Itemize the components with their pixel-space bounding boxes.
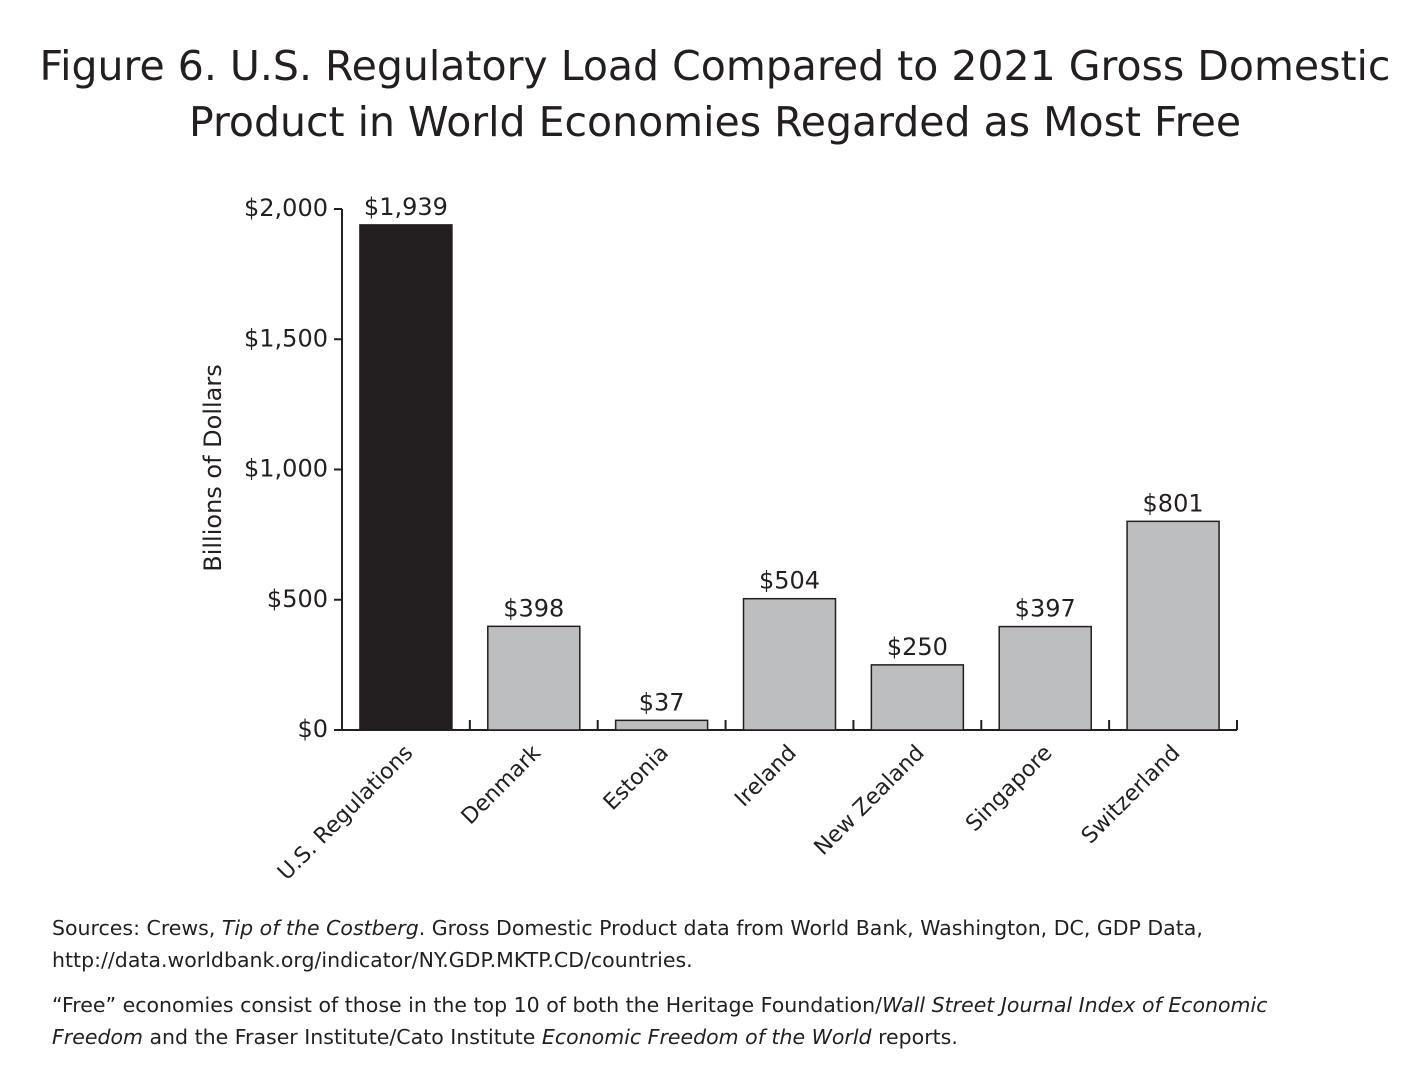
y-tick-label: $0 xyxy=(297,715,328,743)
y-tick-label: $2,000 xyxy=(244,194,328,222)
value-label: $37 xyxy=(639,688,685,716)
note-text: reports. xyxy=(871,1025,958,1049)
bar xyxy=(870,664,965,731)
bar xyxy=(359,224,453,731)
y-tick-label: $1,000 xyxy=(244,455,328,483)
note-text: . Gross Domestic Product data from World… xyxy=(52,916,1203,972)
note: Sources: Crews, Tip of the Costberg. Gro… xyxy=(52,912,1342,976)
note-text: Sources: Crews, xyxy=(52,916,222,940)
x-tick-label: New Zealand xyxy=(810,741,930,861)
x-tick-label: Denmark xyxy=(457,740,546,829)
value-label: $398 xyxy=(503,594,564,622)
y-tick-label: $500 xyxy=(267,585,328,613)
bar xyxy=(1126,520,1220,731)
chart: Figure 6. U.S. Regulatory Load Compared … xyxy=(40,42,1391,886)
value-label: $801 xyxy=(1143,489,1204,517)
bar xyxy=(614,719,709,731)
chart-title: Figure 6. U.S. Regulatory Load Compared … xyxy=(40,42,1391,90)
value-label: $397 xyxy=(1015,595,1076,623)
x-tick-label: Singapore xyxy=(961,741,1057,837)
x-tick-label: Switzerland xyxy=(1077,741,1185,849)
note: “Free” economies consist of those in the… xyxy=(52,989,1342,1053)
y-tick-label: $1,500 xyxy=(244,324,328,352)
value-label: $1,939 xyxy=(364,193,448,221)
x-tick-label: Estonia xyxy=(599,741,674,816)
bar xyxy=(487,625,581,731)
note-text: “Free” economies consist of those in the… xyxy=(52,993,882,1017)
x-tick-label: Ireland xyxy=(730,741,801,812)
chart-title: Product in World Economies Regarded as M… xyxy=(189,98,1241,146)
notes: Sources: Crews, Tip of the Costberg. Gro… xyxy=(52,912,1342,1066)
note-text: and the Fraser Institute/Cato Institute xyxy=(142,1025,542,1049)
note-text: Economic Freedom of the World xyxy=(541,1025,872,1049)
x-tick-label: U.S. Regulations xyxy=(273,741,418,886)
y-axis-label: Billions of Dollars xyxy=(199,364,227,572)
bar xyxy=(742,597,837,731)
value-label: $504 xyxy=(759,567,820,595)
value-label: $250 xyxy=(887,633,948,661)
bar xyxy=(998,625,1092,731)
note-text: Tip of the Costberg xyxy=(221,916,419,940)
note-text: Wall Street Journal Index of Economic Fr… xyxy=(52,993,1268,1049)
